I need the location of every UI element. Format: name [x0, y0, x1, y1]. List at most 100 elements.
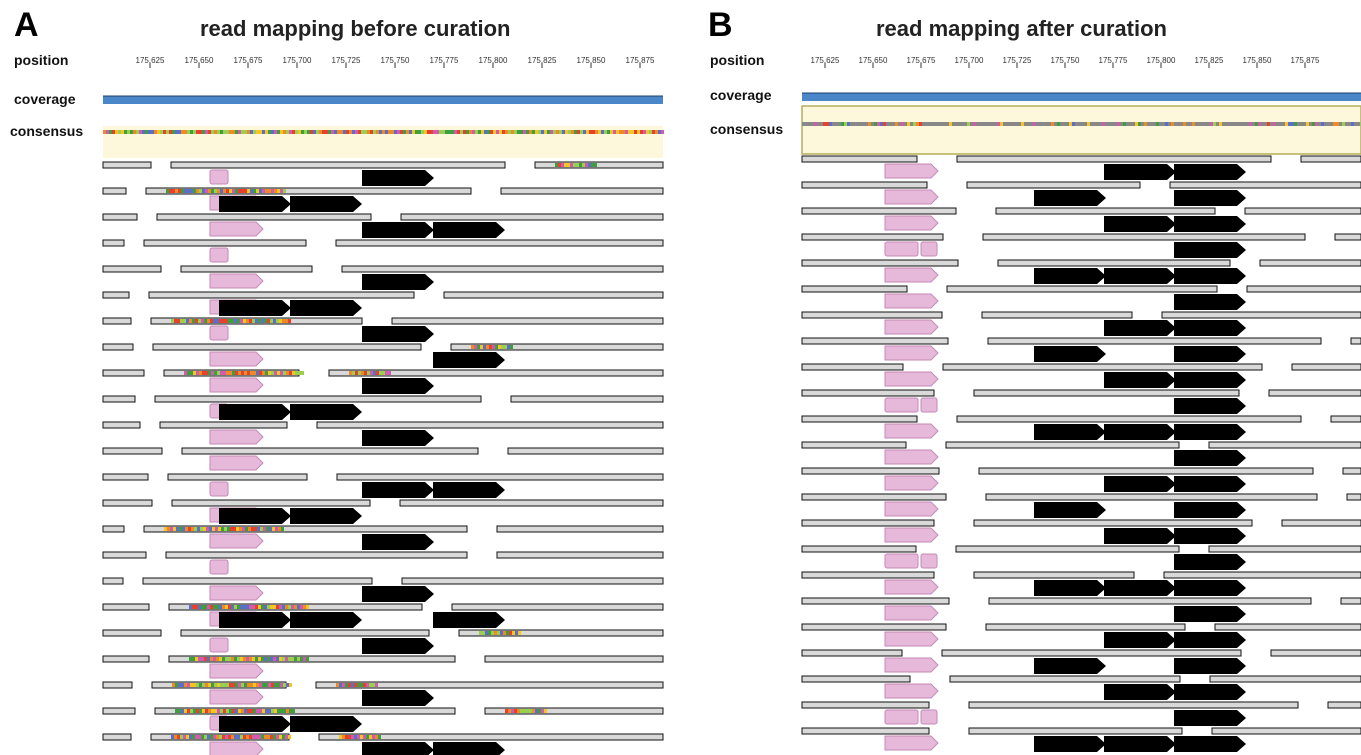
consensus-base — [1354, 122, 1357, 126]
mismatch-base — [288, 657, 291, 661]
mismatch-base — [378, 735, 381, 739]
consensus-base — [340, 130, 343, 134]
mismatch-base — [204, 657, 207, 661]
consensus-base — [946, 122, 949, 126]
mismatch-base — [279, 735, 282, 739]
read — [801, 285, 908, 293]
position-tick-label: 175,750 — [381, 56, 410, 65]
consensus-base — [220, 130, 223, 134]
mismatch-base — [169, 189, 172, 193]
consensus-base — [553, 130, 556, 134]
consensus-base — [643, 130, 646, 134]
mismatch-base — [260, 527, 263, 531]
consensus-base — [118, 130, 121, 134]
consensus-base — [424, 130, 427, 134]
consensus-base — [1165, 122, 1168, 126]
mismatch-base — [213, 735, 216, 739]
consensus-base — [1234, 122, 1237, 126]
mismatch-base — [488, 631, 491, 635]
consensus-base — [223, 130, 226, 134]
mismatch-base — [294, 657, 297, 661]
mismatch-base — [243, 735, 246, 739]
consensus-base — [244, 130, 247, 134]
consensus-base — [991, 122, 994, 126]
mismatch-base — [210, 319, 213, 323]
mismatch-base — [570, 163, 573, 167]
mismatch-base — [261, 657, 264, 661]
consensus-base — [547, 130, 550, 134]
consensus-base — [1021, 122, 1024, 126]
mismatch-base — [249, 319, 252, 323]
mismatch-base — [193, 371, 196, 375]
consensus-base — [814, 122, 817, 126]
black-feature — [290, 716, 362, 732]
mismatch-base — [244, 683, 247, 687]
consensus-base — [574, 130, 577, 134]
consensus-base — [640, 130, 643, 134]
black-feature — [1174, 580, 1246, 596]
consensus-base — [217, 130, 220, 134]
black-feature — [1174, 658, 1246, 674]
consensus-base — [1159, 122, 1162, 126]
consensus-base — [1249, 122, 1252, 126]
pink-feature — [209, 351, 264, 367]
consensus-base — [418, 130, 421, 134]
consensus-base — [1174, 122, 1177, 126]
consensus-base — [1129, 122, 1132, 126]
mismatch-base — [228, 319, 231, 323]
mismatch-base — [336, 683, 339, 687]
read-mapping-track[interactable]: 175,625 175,650 175,675 175,700 175,725 175,7… — [0, 0, 680, 755]
black-feature — [433, 482, 505, 498]
consensus-base — [1252, 122, 1255, 126]
mismatch-base — [231, 735, 234, 739]
consensus-base — [199, 130, 202, 134]
consensus-base — [508, 130, 511, 134]
pink-feature — [884, 189, 939, 205]
consensus-base — [109, 130, 112, 134]
mismatch-base — [268, 709, 271, 713]
mismatch-base — [361, 371, 364, 375]
mismatch-base — [202, 683, 205, 687]
consensus-base — [1342, 122, 1345, 126]
mismatch-base — [273, 657, 276, 661]
consensus-base — [184, 130, 187, 134]
mismatch-base — [306, 657, 309, 661]
black-feature — [362, 222, 434, 238]
mismatch-base — [235, 683, 238, 687]
mismatch-base — [277, 371, 280, 375]
mismatch-base — [288, 735, 291, 739]
read — [102, 265, 162, 273]
mismatch-base — [339, 683, 342, 687]
mismatch-base — [268, 189, 271, 193]
mismatch-base — [252, 657, 255, 661]
mismatch-base — [541, 709, 544, 713]
mismatch-base — [246, 735, 249, 739]
consensus-base — [1114, 122, 1117, 126]
read — [1300, 155, 1361, 163]
mismatch-base — [207, 605, 210, 609]
read — [443, 291, 664, 299]
mismatch-base — [258, 735, 261, 739]
read — [102, 655, 150, 663]
mismatch-base — [500, 631, 503, 635]
read — [458, 629, 664, 637]
mismatch-base — [579, 163, 582, 167]
mismatch-base — [192, 735, 195, 739]
consensus-base — [1003, 122, 1006, 126]
read — [102, 707, 136, 715]
mismatch-base — [267, 735, 270, 739]
mismatch-base — [564, 163, 567, 167]
consensus-base — [1321, 122, 1324, 126]
read — [1259, 259, 1361, 267]
consensus-base — [535, 130, 538, 134]
consensus-base — [892, 122, 895, 126]
read — [1350, 337, 1361, 345]
read-mapping-track[interactable]: 175,625 175,650 175,675 175,700 175,725 175,7… — [680, 0, 1361, 755]
mismatch-base — [217, 709, 220, 713]
black-feature — [1174, 320, 1246, 336]
consensus-base — [979, 122, 982, 126]
consensus-base — [1225, 122, 1228, 126]
consensus-base — [958, 122, 961, 126]
mismatch-base — [206, 527, 209, 531]
mismatch-base — [295, 371, 298, 375]
